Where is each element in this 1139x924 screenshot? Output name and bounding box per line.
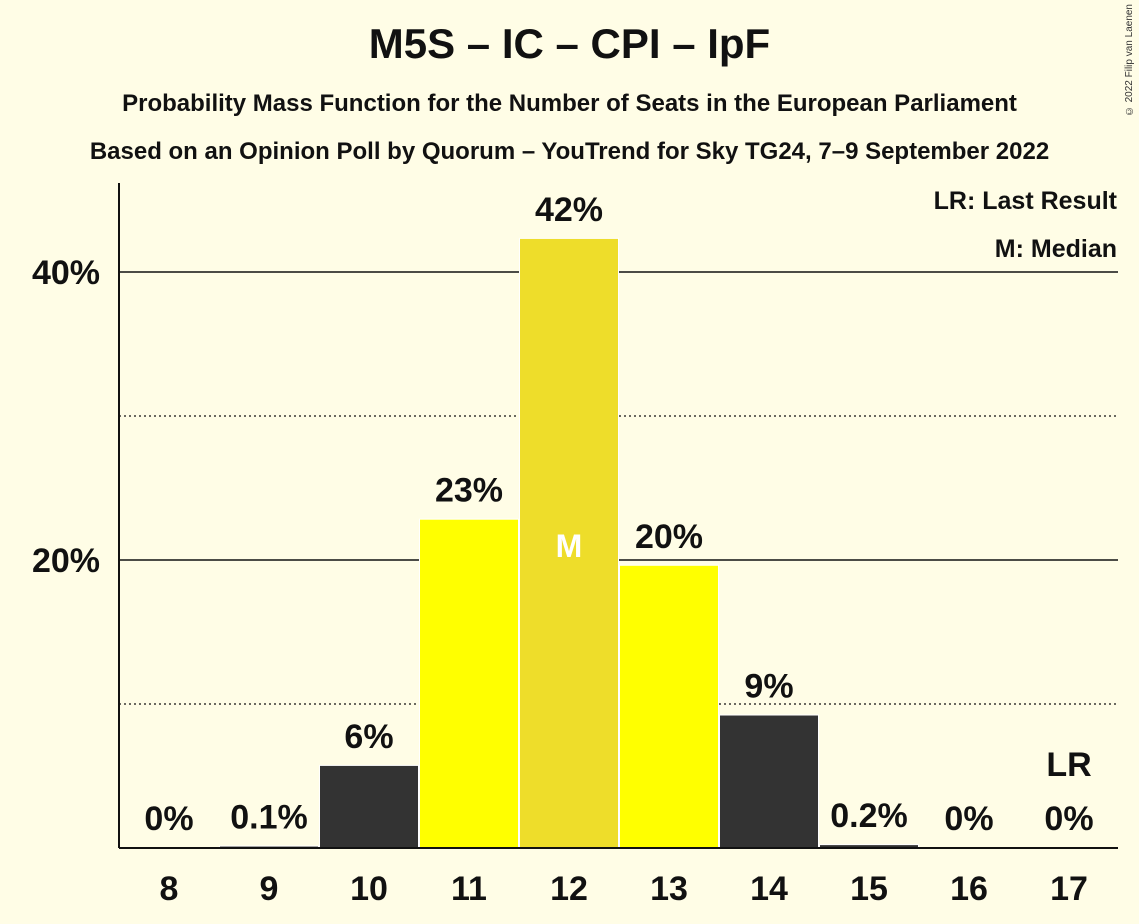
x-tick-label: 13 bbox=[650, 870, 688, 908]
data-label: 0% bbox=[1044, 800, 1093, 838]
x-tick-label: 12 bbox=[550, 870, 588, 908]
chart-source: Based on an Opinion Poll by Quorum – You… bbox=[89, 138, 1050, 165]
x-tick-label: 16 bbox=[950, 870, 988, 908]
bar bbox=[520, 238, 618, 848]
x-tick-label: 14 bbox=[750, 870, 788, 908]
last-result-marker: LR bbox=[1046, 746, 1091, 784]
median-marker: M bbox=[556, 528, 583, 564]
chart-subtitle: Probability Mass Function for the Number… bbox=[122, 90, 1017, 117]
x-tick-label: 9 bbox=[260, 870, 279, 908]
legend-median: M: Median bbox=[995, 235, 1117, 263]
y-axis-ticks: 20% 40% bbox=[32, 254, 100, 580]
data-label: 6% bbox=[344, 718, 393, 756]
data-label: 9% bbox=[744, 668, 793, 706]
data-label: 23% bbox=[435, 472, 503, 510]
x-tick-label: 15 bbox=[850, 870, 888, 908]
bar bbox=[420, 519, 518, 848]
bar bbox=[320, 765, 418, 848]
data-label: 0.1% bbox=[230, 799, 308, 837]
legend-last-result: LR: Last Result bbox=[934, 187, 1118, 215]
x-tick-label: 10 bbox=[350, 870, 388, 908]
data-label: 0.2% bbox=[830, 797, 908, 835]
y-tick-label: 20% bbox=[32, 542, 100, 580]
data-label: 42% bbox=[535, 191, 603, 229]
data-labels: 0% 0.1% 6% 23% 42% M 20% 9% 0.2% 0% 0% LR bbox=[144, 191, 1093, 838]
bar bbox=[620, 565, 718, 848]
x-axis-ticks: 8 9 10 11 12 13 14 15 16 17 bbox=[160, 870, 1088, 908]
data-label: 0% bbox=[144, 800, 193, 838]
x-tick-label: 11 bbox=[451, 870, 487, 908]
y-tick-label: 40% bbox=[32, 254, 100, 292]
bar bbox=[720, 715, 818, 848]
chart-title: M5S – IC – CPI – IpF bbox=[368, 20, 771, 67]
x-tick-label: 17 bbox=[1050, 870, 1088, 908]
data-label: 20% bbox=[635, 518, 703, 556]
data-label: 0% bbox=[944, 800, 993, 838]
bars bbox=[219, 237, 919, 848]
x-tick-label: 8 bbox=[160, 870, 179, 908]
bar bbox=[820, 845, 918, 848]
